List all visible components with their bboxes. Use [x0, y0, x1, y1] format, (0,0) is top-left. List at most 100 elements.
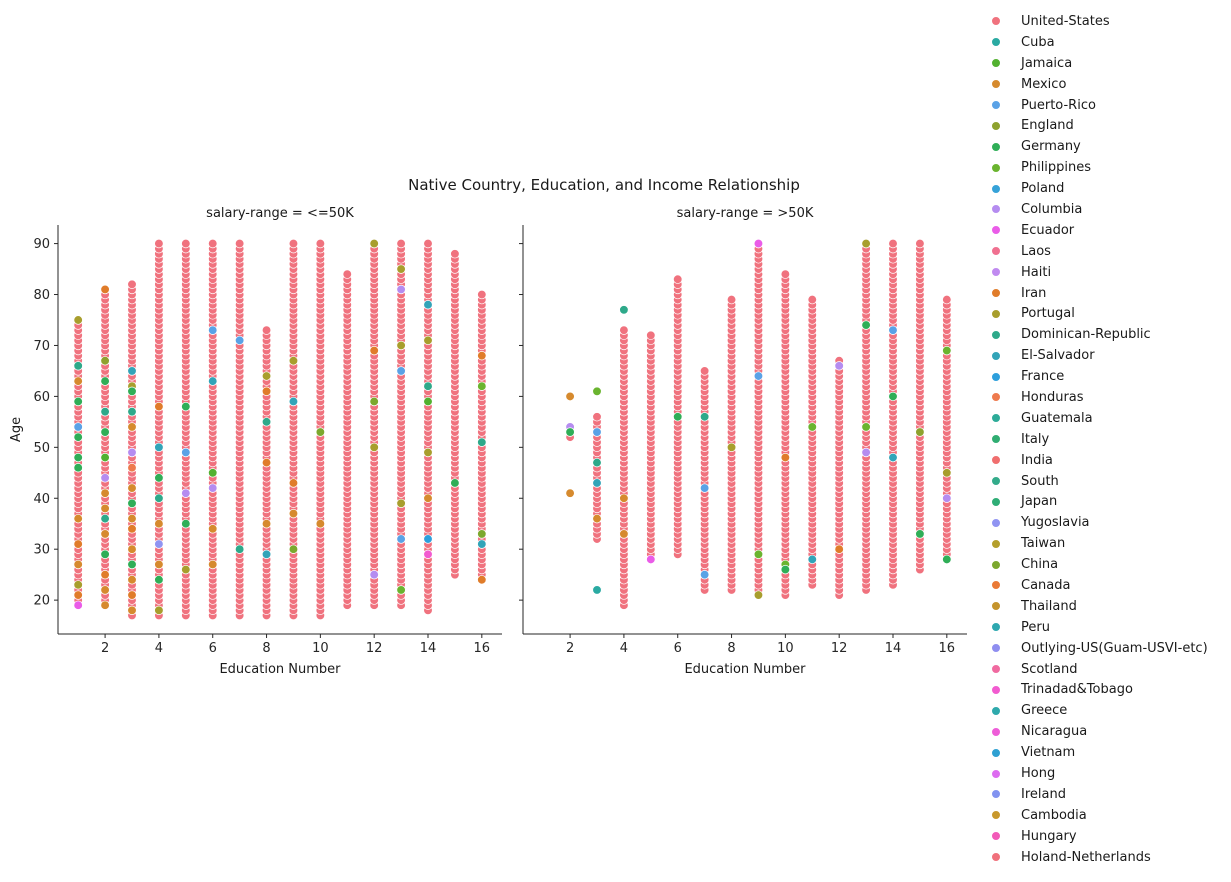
data-point [753, 549, 764, 559]
data-point [73, 452, 83, 463]
data-point [73, 600, 83, 610]
data-point [423, 300, 433, 310]
data-point [127, 279, 137, 289]
legend-label: Puerto-Rico [1021, 97, 1096, 113]
legend-entry: Dominican-Republic [986, 324, 1208, 345]
legend-label: Iran [1021, 285, 1047, 301]
data-point [100, 503, 110, 514]
x-tick-label: 10 [777, 641, 794, 656]
data-point [423, 335, 433, 346]
data-point [477, 575, 487, 585]
legend-marker [991, 16, 1001, 27]
legend-marker [991, 705, 1001, 716]
data-point [73, 463, 83, 473]
legend-marker [991, 183, 1001, 194]
data-point [261, 417, 272, 427]
data-point [100, 376, 110, 386]
legend-label: Poland [1021, 181, 1065, 197]
data-point [127, 483, 137, 493]
data-point [288, 508, 299, 519]
data-point [942, 554, 952, 565]
legend-label: Hong [1021, 766, 1056, 781]
legend-marker [991, 267, 1001, 278]
x-tick-label: 16 [939, 641, 956, 656]
data-point [369, 442, 379, 452]
legend-entry: Ecuador [986, 220, 1208, 241]
legend-label: Yugoslavia [1021, 515, 1090, 531]
data-points [73, 238, 487, 621]
data-point [234, 335, 245, 346]
data-point [154, 575, 164, 585]
x-tick-label: 8 [727, 641, 735, 656]
legend-marker [991, 350, 1001, 361]
data-point [73, 559, 83, 570]
data-point [423, 549, 433, 559]
legend-entry: Jamaica [986, 53, 1208, 74]
data-point [396, 498, 406, 509]
x-axis-label: Education Number [219, 662, 341, 677]
legend-marker [991, 601, 1001, 612]
data-point [888, 325, 898, 335]
data-point [753, 238, 764, 249]
x-tick-label: 10 [312, 641, 329, 656]
legend-entry: Outlying-US(Guam-USVI-etc) [986, 638, 1208, 659]
legend-entry: Columbia [986, 199, 1208, 220]
data-point [423, 534, 433, 544]
legend-entry: Portugal [986, 303, 1208, 324]
data-point [888, 238, 898, 249]
legend-marker [991, 58, 1001, 69]
data-point [127, 513, 137, 524]
legend-marker [991, 496, 1001, 507]
legend-label: Philippines [1021, 160, 1092, 176]
legend-label: Mexico [1021, 76, 1067, 92]
data-point [127, 366, 137, 376]
legend-entry: United-States [986, 11, 1208, 32]
data-point [261, 457, 272, 468]
legend-entry: Laos [986, 241, 1208, 262]
data-point [261, 386, 272, 396]
data-point [861, 422, 871, 432]
data-point [127, 559, 137, 570]
x-tick-label: 4 [155, 641, 163, 656]
legend-label: Holand-Netherlands [1021, 849, 1151, 865]
data-point [261, 549, 272, 559]
legend-label: India [1021, 452, 1053, 468]
legend-entry: Guatemala [986, 408, 1208, 429]
data-point [673, 412, 683, 422]
data-point [127, 422, 137, 432]
legend-label: Trinadad&Tobago [1021, 682, 1133, 698]
data-point [154, 238, 164, 249]
legend-label: Haiti [1021, 264, 1052, 280]
legend-marker [991, 643, 1001, 654]
data-point [100, 427, 110, 437]
data-point [807, 422, 817, 432]
data-point [127, 544, 137, 554]
y-tick-label: 20 [33, 594, 50, 609]
data-point [619, 305, 629, 315]
y-tick-label: 70 [33, 339, 50, 354]
data-point [154, 442, 164, 452]
data-point [288, 544, 299, 554]
legend-entry: India [986, 450, 1208, 471]
legend-marker [991, 100, 1001, 110]
data-point [181, 488, 191, 498]
data-point [342, 269, 352, 279]
data-point [100, 600, 110, 610]
data-point [477, 289, 487, 300]
legend-marker [991, 810, 1001, 821]
data-point [807, 294, 817, 305]
data-point [780, 564, 791, 575]
data-point [592, 427, 602, 437]
legend-marker [991, 768, 1001, 779]
legend-label: Dominican-Republic [1021, 327, 1151, 343]
legend-marker [991, 517, 1001, 528]
data-point [592, 478, 602, 488]
y-axis-label: Age [9, 417, 24, 442]
data-point [673, 274, 683, 284]
data-point [181, 238, 191, 249]
x-tick-label: 14 [885, 641, 902, 656]
legend-marker [991, 559, 1001, 570]
legend-entry: Scotland [986, 659, 1208, 680]
data-point [396, 264, 406, 274]
data-point [423, 396, 433, 407]
